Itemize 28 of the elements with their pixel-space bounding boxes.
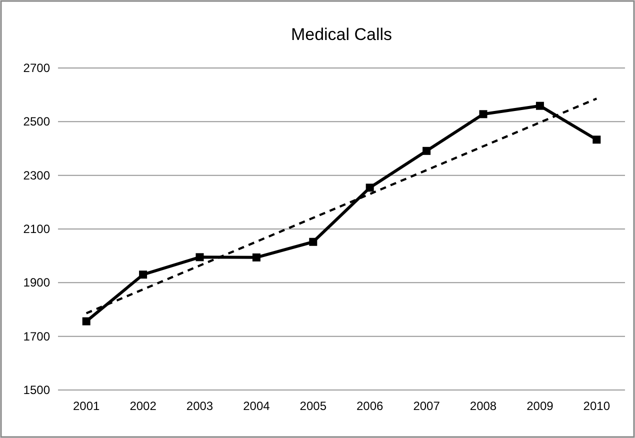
x-tick-label: 2003: [186, 399, 214, 413]
x-tick-label: 2010: [583, 399, 610, 413]
point: [366, 184, 374, 192]
x-tick-label: 2007: [413, 399, 440, 413]
point: [196, 253, 204, 262]
point: [479, 110, 488, 118]
y-tick-label: 2700: [23, 61, 50, 75]
y-tick-label: 2500: [23, 114, 50, 129]
y-tick-label: 2100: [23, 222, 50, 236]
y-tick-label: 1500: [23, 383, 50, 397]
x-tick-label: 2001: [73, 399, 100, 413]
y-tick-label: 1900: [23, 276, 50, 290]
chart-title: Medical Calls: [290, 25, 392, 44]
point: [592, 136, 601, 144]
x-tick-label: 2002: [130, 399, 157, 413]
point: [422, 146, 431, 155]
y-tick-label: 2300: [23, 168, 50, 182]
point: [252, 253, 260, 262]
x-tick-label: 2004: [243, 399, 270, 413]
x-tick-label: 2008: [470, 399, 497, 413]
x-tick-label: 2006: [356, 399, 384, 413]
y-tick-label: 1700: [23, 329, 50, 344]
point: [309, 238, 318, 246]
x-tick-label: 2005: [300, 399, 327, 413]
point: [82, 317, 90, 326]
x-tick-label: 2009: [526, 399, 554, 413]
point: [139, 270, 148, 279]
point: [536, 102, 544, 110]
